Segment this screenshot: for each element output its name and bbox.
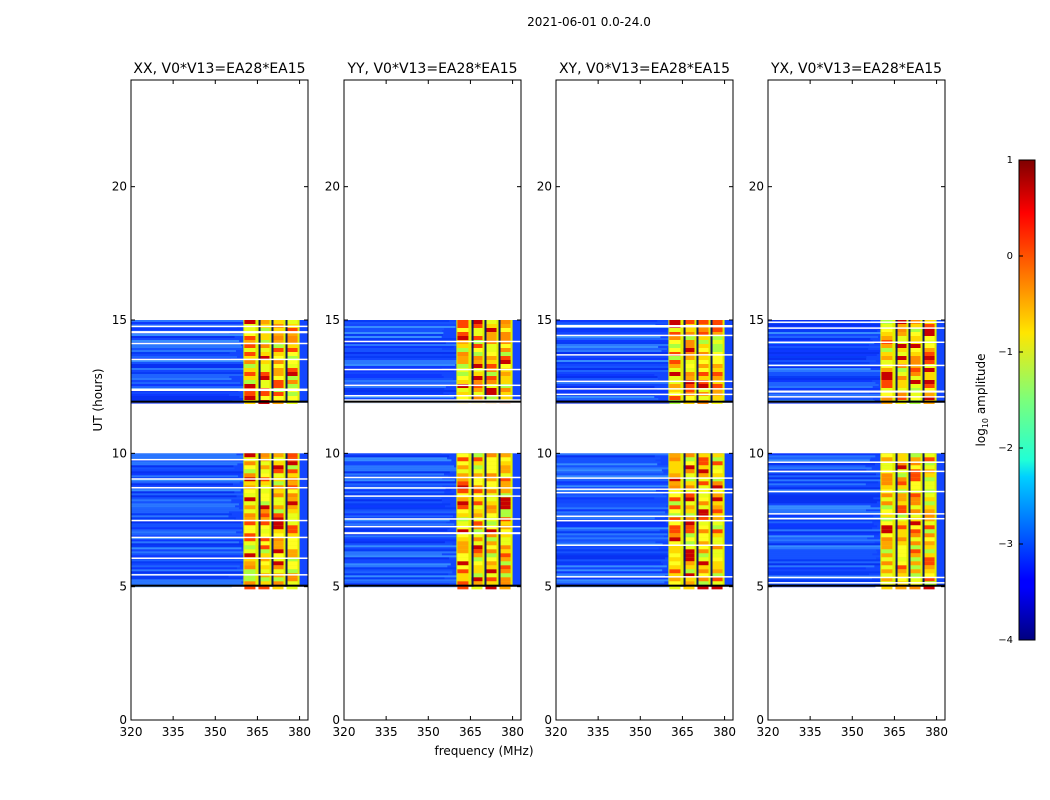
x-tick-label: 335: [799, 725, 822, 739]
colorbar-gradient: [1018, 159, 1036, 641]
axes-frame: [555, 79, 734, 721]
x-tick-label: 320: [757, 725, 780, 739]
y-tick-label: 15: [325, 313, 340, 327]
panel-title: XX, V0*V13=EA28*EA15: [133, 61, 305, 77]
y-tick-label: 0: [332, 713, 340, 727]
x-tick-label: 335: [587, 725, 610, 739]
y-tick-label: 0: [544, 713, 552, 727]
x-axis-label: frequency (MHz): [434, 744, 533, 758]
panel-3: YX, V0*V13=EA28*EA15 320 335 350 365 380 0 5 10 1…: [749, 61, 948, 739]
x-tick-label: 380: [288, 725, 311, 739]
colorbar-tick-label: −4: [998, 635, 1013, 646]
x-tick-label: 320: [120, 725, 143, 739]
axes-frame: [767, 79, 946, 721]
colorbar-tick-label: −2: [998, 443, 1013, 454]
y-tick-label: 5: [756, 580, 764, 594]
y-tick-label: 10: [749, 446, 764, 460]
panel-title: YX, V0*V13=EA28*EA15: [770, 61, 942, 77]
y-tick-label: 10: [537, 446, 552, 460]
axes-frame: [130, 79, 309, 721]
x-tick-label: 365: [246, 725, 269, 739]
y-tick-label: 20: [537, 180, 552, 194]
panel-0: XX, V0*V13=EA28*EA15 320 335 350 365 380 0 5 10 1…: [112, 61, 311, 739]
x-tick-label: 320: [333, 725, 356, 739]
x-tick-label: 365: [883, 725, 906, 739]
panel-1: YY, V0*V13=EA28*EA15 320 335 350 365 380 0 5 10 1…: [325, 61, 524, 739]
y-tick-label: 20: [749, 180, 764, 194]
y-tick-label: 0: [119, 713, 127, 727]
y-tick-label: 20: [325, 180, 340, 194]
colorbar-label: log10 amplitude: [974, 354, 990, 447]
x-tick-label: 365: [671, 725, 694, 739]
panel-title: XY, V0*V13=EA28*EA15: [559, 61, 730, 77]
y-tick-label: 5: [544, 580, 552, 594]
panel-title: YY, V0*V13=EA28*EA15: [346, 61, 517, 77]
colorbar: 1 0 −1 −2 −3 −4 log10 amplitude: [974, 155, 1036, 646]
x-tick-label: 350: [629, 725, 652, 739]
x-tick-label: 350: [204, 725, 227, 739]
colorbar-tick-label: −1: [998, 347, 1013, 358]
y-tick-label: 10: [325, 446, 340, 460]
y-tick-label: 20: [112, 180, 127, 194]
x-tick-label: 380: [925, 725, 948, 739]
y-tick-label: 15: [749, 313, 764, 327]
panels: XX, V0*V13=EA28*EA15 320 335 350 365 380 0 5 10 1…: [112, 61, 948, 739]
colorbar-tick-label: 1: [1007, 155, 1013, 166]
y-tick-label: 0: [756, 713, 764, 727]
x-tick-label: 365: [459, 725, 482, 739]
x-tick-label: 335: [162, 725, 185, 739]
y-tick-label: 15: [112, 313, 127, 327]
x-tick-label: 350: [841, 725, 864, 739]
x-tick-label: 350: [417, 725, 440, 739]
x-tick-label: 320: [545, 725, 568, 739]
panel-2: XY, V0*V13=EA28*EA15 320 335 350 365 380 0 5 10 1…: [537, 61, 736, 739]
suptitle: 2021-06-01 0.0-24.0: [527, 15, 651, 29]
y-tick-label: 15: [537, 313, 552, 327]
x-tick-label: 380: [713, 725, 736, 739]
y-tick-label: 5: [332, 580, 340, 594]
y-axis-label: UT (hours): [91, 368, 105, 431]
colorbar-tick-label: 0: [1007, 251, 1013, 262]
y-tick-label: 10: [112, 446, 127, 460]
axes-frame: [343, 79, 522, 721]
y-tick-label: 5: [119, 580, 127, 594]
x-tick-label: 335: [375, 725, 398, 739]
colorbar-tick-label: −3: [998, 539, 1013, 550]
x-tick-label: 380: [501, 725, 524, 739]
